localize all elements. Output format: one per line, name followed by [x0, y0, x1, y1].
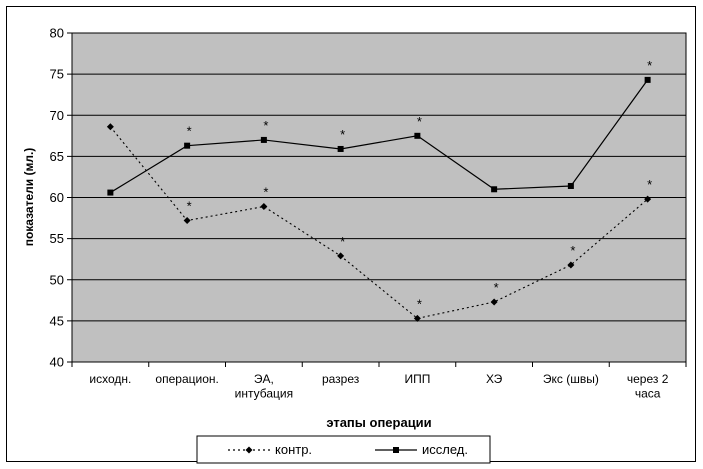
x-axis-title: этапы операции	[326, 415, 431, 430]
significance-mark: *	[187, 199, 192, 214]
data-point-diamond	[337, 252, 345, 260]
significance-mark: *	[187, 124, 192, 139]
x-tick-label-line: ХЭ	[486, 372, 503, 386]
x-tick-label-line: исходн.	[89, 372, 131, 386]
data-point-diamond	[260, 203, 268, 211]
legend-marker-issled	[393, 447, 399, 453]
legend-label-issled: исслед.	[422, 442, 468, 457]
y-tick-label: 65	[50, 149, 64, 164]
data-point-square	[337, 145, 344, 152]
y-tick-label: 50	[50, 272, 64, 287]
significance-mark: *	[570, 243, 575, 258]
significance-mark: *	[494, 280, 499, 295]
y-tick-label: 60	[50, 190, 64, 205]
data-point-square	[260, 136, 267, 143]
x-tick-label-line: Экс (швы)	[543, 372, 599, 386]
x-tick-label: исходн.	[89, 372, 131, 386]
data-point-square	[414, 132, 421, 139]
x-tick-label-line: через 2	[627, 372, 669, 386]
legend: контр. исслед.	[196, 435, 491, 464]
y-tick-label: 45	[50, 313, 64, 328]
x-tick-label-line: часа	[635, 387, 661, 401]
x-tick-label: операцион.	[155, 372, 218, 386]
legend-label-kontr: контр.	[275, 442, 312, 457]
x-tick-label-line: интубация	[235, 387, 293, 401]
significance-mark: *	[647, 58, 652, 73]
legend-marker-kontr	[245, 446, 253, 454]
x-tick-label-line: ИПП	[404, 372, 430, 386]
data-point-square	[491, 186, 498, 193]
x-tick-label: разрез	[322, 372, 360, 386]
data-point-square	[184, 142, 191, 149]
data-point-diamond	[567, 261, 575, 269]
legend-box	[196, 435, 491, 464]
y-tick-label: 70	[50, 108, 64, 123]
significance-mark: *	[340, 127, 345, 142]
y-tick-label: 40	[50, 355, 64, 370]
data-point-diamond	[490, 298, 498, 306]
data-point-diamond	[106, 123, 114, 131]
data-point-diamond	[413, 314, 421, 322]
y-axis-title: показатели (мл.)	[22, 148, 36, 247]
data-point-diamond	[644, 195, 652, 203]
significance-mark: *	[417, 296, 422, 311]
x-tick-label: ХЭ	[486, 372, 503, 386]
x-tick-label: через 2 часа	[627, 372, 669, 401]
y-tick-label: 80	[50, 26, 64, 41]
x-tick-label-line: операцион.	[155, 372, 218, 386]
significance-mark: *	[340, 234, 345, 249]
data-point-square	[567, 182, 574, 189]
data-point-square	[644, 76, 651, 83]
y-tick-label: 55	[50, 231, 64, 246]
series-line-1	[110, 79, 649, 194]
y-tick-label: 75	[50, 67, 64, 82]
significance-mark: *	[647, 177, 652, 192]
significance-mark: *	[417, 114, 422, 129]
significance-mark: *	[263, 118, 268, 133]
significance-mark: *	[263, 185, 268, 200]
x-tick-label-line: ЭА,	[254, 372, 274, 386]
x-tick-label: Экс (швы)	[543, 372, 599, 386]
data-point-diamond	[183, 217, 191, 225]
x-tick-label: ИПП	[404, 372, 430, 386]
data-point-square	[107, 189, 114, 196]
x-tick-label-line: разрез	[322, 372, 360, 386]
x-tick-label: ЭА, интубация	[235, 372, 293, 401]
